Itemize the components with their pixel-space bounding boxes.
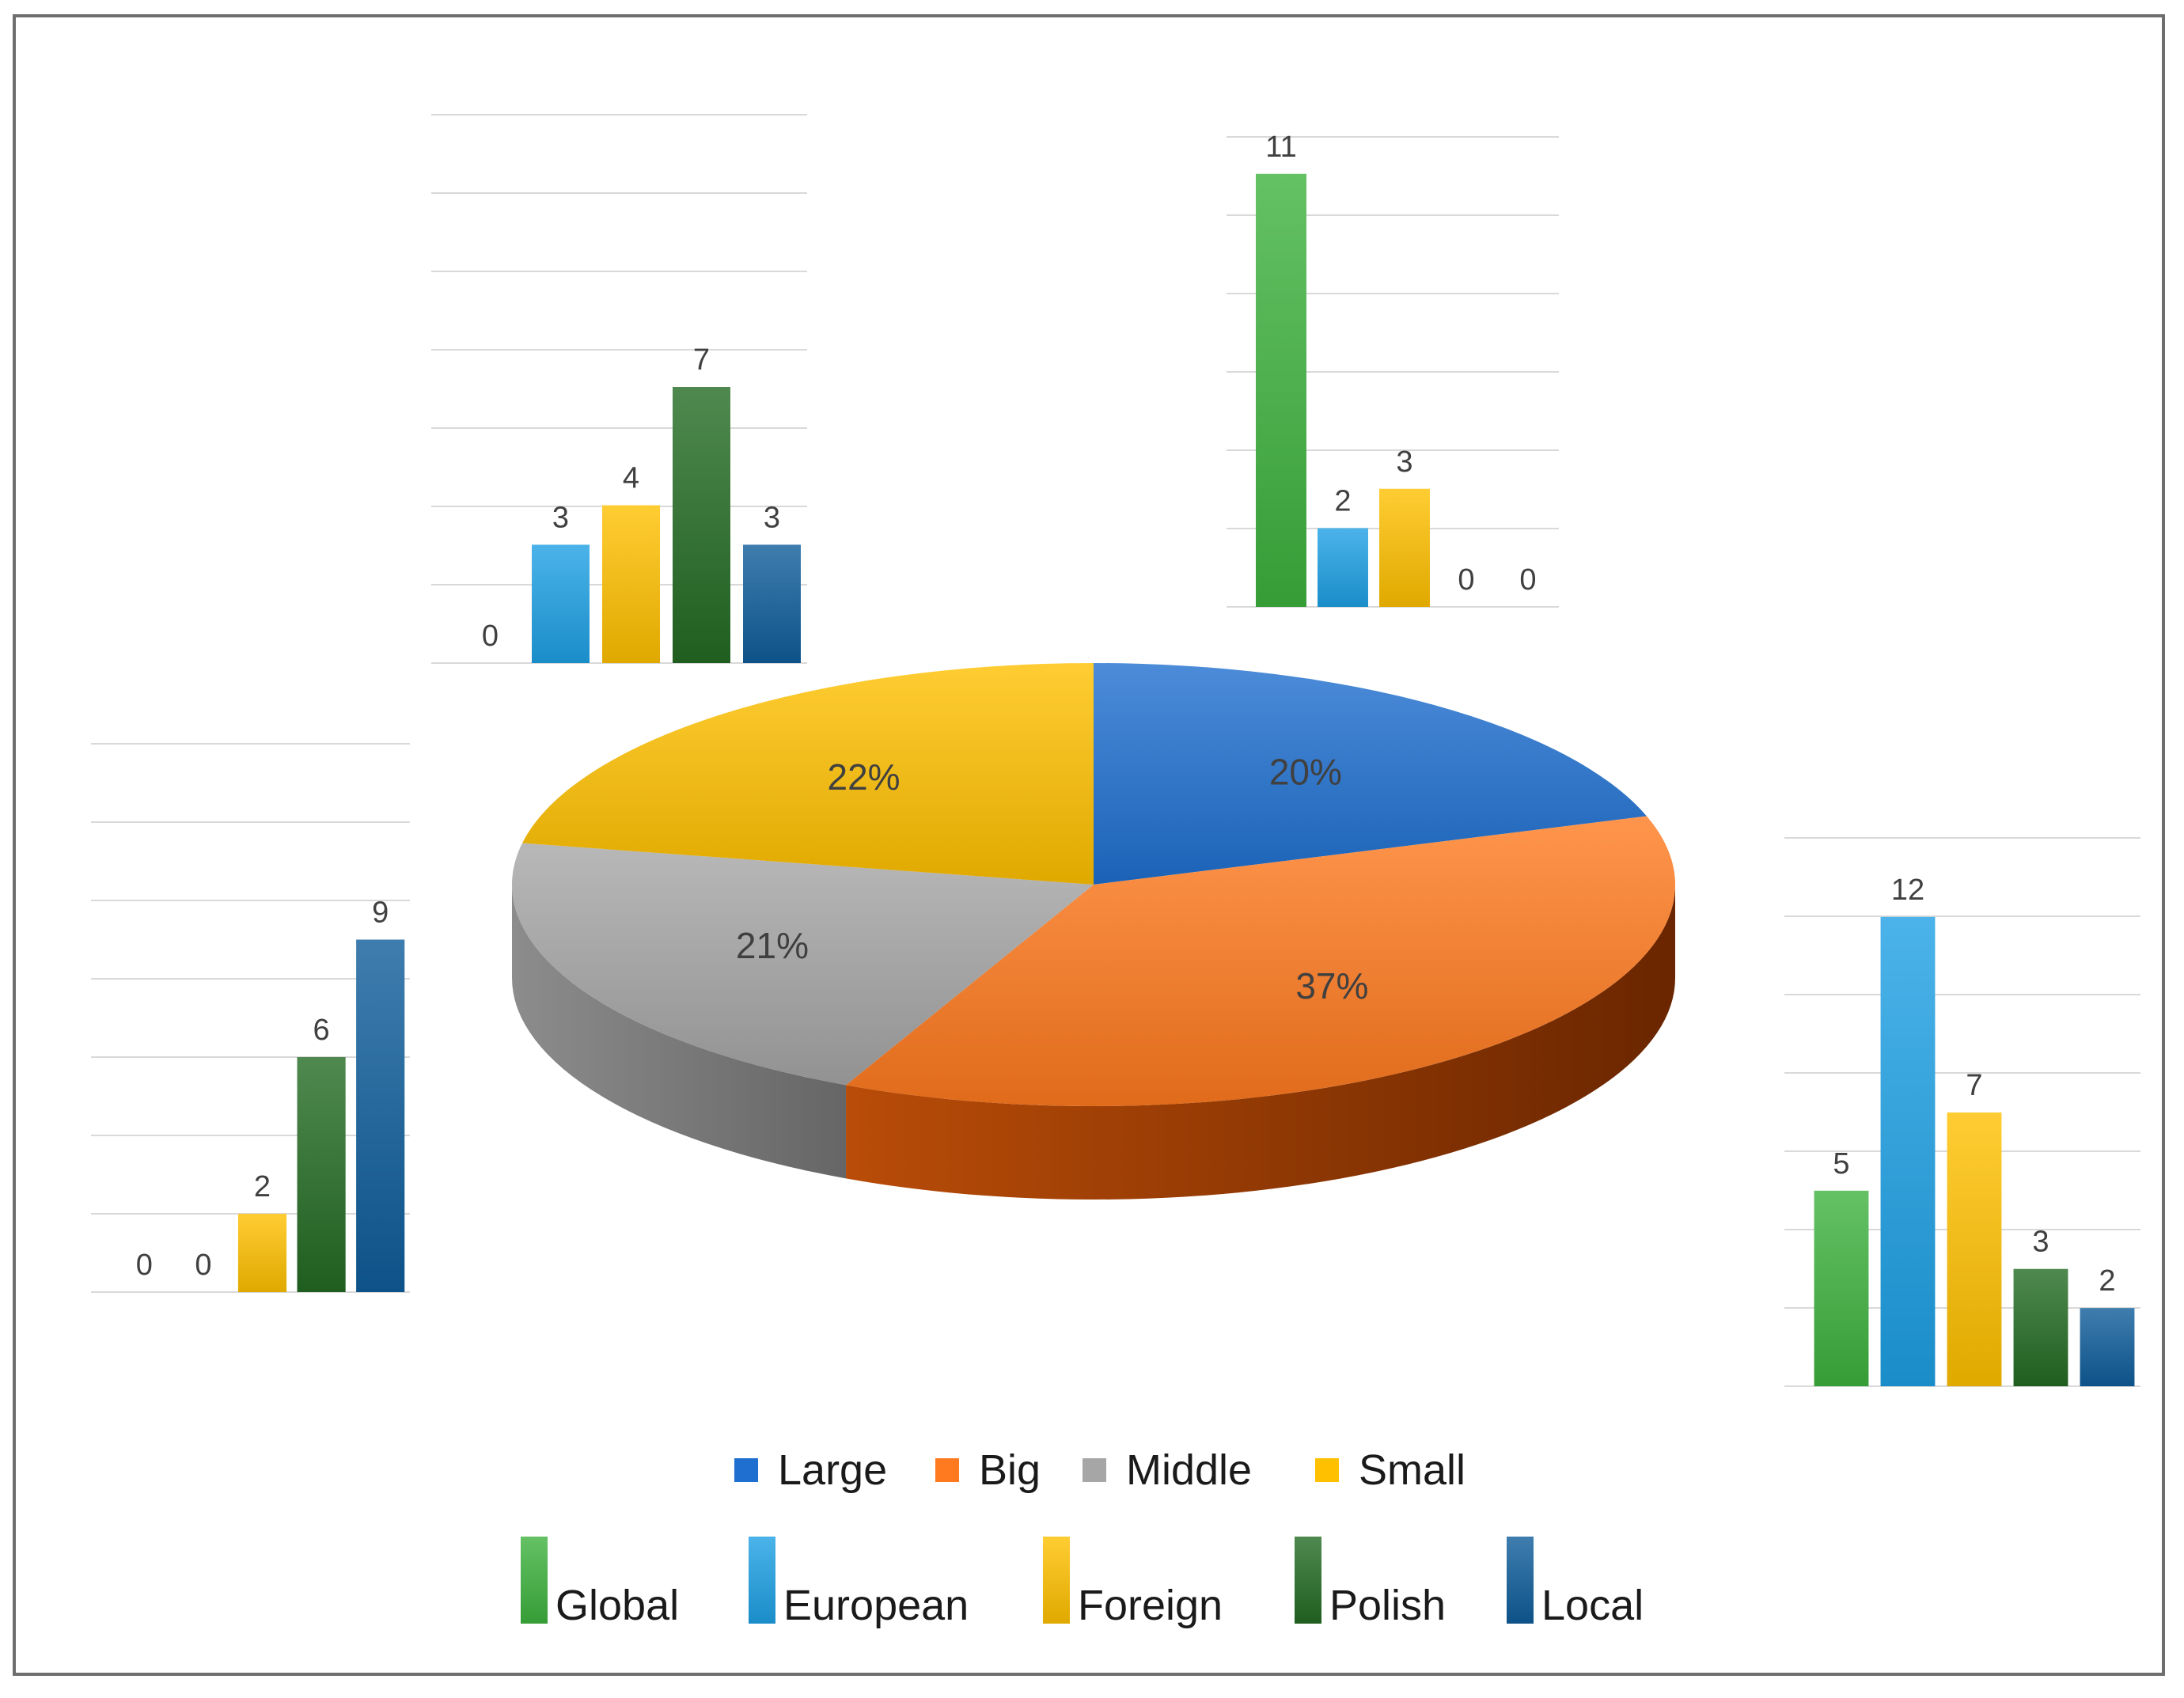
bar-data-label: 7 xyxy=(693,343,710,377)
legend-item-big: Big xyxy=(935,1446,1041,1494)
pie-data-label: 20% xyxy=(1269,752,1342,793)
legend-size: Large Big Middle Small xyxy=(734,1446,1465,1494)
bar-data-label: 2 xyxy=(1334,485,1351,518)
legend-swatch xyxy=(1043,1537,1070,1624)
bar-chart-left: 0 0 2 6 9 xyxy=(91,743,410,1293)
legend-item-european: European xyxy=(749,1537,969,1629)
bar-data-label: 5 xyxy=(1833,1147,1849,1181)
legend-label: European xyxy=(783,1582,969,1629)
pie-chart: 20% 37% 21% 22% xyxy=(512,663,1676,1200)
bar-global xyxy=(1256,173,1306,607)
legend-label: Local xyxy=(1541,1582,1644,1629)
bar-data-label: 0 xyxy=(482,620,499,653)
bar-data-label: 4 xyxy=(623,462,639,495)
legend-item-large: Large xyxy=(734,1446,887,1494)
bar-european xyxy=(532,544,590,663)
legend-swatch xyxy=(1295,1537,1321,1624)
legend-item-polish: Polish xyxy=(1295,1537,1446,1629)
legend-item-small: Small xyxy=(1315,1446,1465,1494)
legend-label: Foreign xyxy=(1078,1582,1223,1629)
pie-data-label: 21% xyxy=(736,925,809,966)
legend-label: Small xyxy=(1359,1446,1465,1494)
bar-chart-top-right: 11 2 3 0 0 xyxy=(1227,131,1559,608)
pie-slice-middle xyxy=(512,843,1094,1086)
pie-side-big xyxy=(846,885,1675,1200)
pie-data-label: 37% xyxy=(1295,965,1368,1006)
bar-polish xyxy=(2013,1268,2068,1386)
legend-label: Large xyxy=(778,1446,887,1494)
pie-slice-small xyxy=(522,663,1094,885)
legend-item-foreign: Foreign xyxy=(1043,1537,1223,1629)
bar-polish xyxy=(673,387,730,663)
legends: Large Big Middle Small Global European Foreign… xyxy=(521,1446,1644,1629)
bar-data-label: 7 xyxy=(1966,1069,1982,1102)
legend-swatch xyxy=(1315,1458,1339,1482)
bar-chart-top-left: 0 3 4 7 3 xyxy=(431,114,807,664)
legend-label: Polish xyxy=(1329,1582,1446,1629)
bar-local xyxy=(356,939,405,1292)
bar-foreign xyxy=(1947,1112,2002,1386)
bar-data-label: 0 xyxy=(1458,563,1474,597)
bar-charts: 0 3 4 7 3 11 2 3 0 0 0 0 2 6 9 5 12 7 3 2 xyxy=(91,114,2140,1387)
bar-foreign xyxy=(237,1214,287,1292)
bar-data-label: 3 xyxy=(764,501,780,534)
bar-data-label: 12 xyxy=(1891,874,1924,907)
bar-data-label: 3 xyxy=(552,501,569,534)
bar-data-label: 6 xyxy=(313,1014,330,1047)
bar-data-label: 0 xyxy=(195,1249,211,1282)
bar-data-label: 11 xyxy=(1265,131,1296,164)
bar-data-label: 3 xyxy=(2032,1226,2049,1259)
legend-item-middle: Middle xyxy=(1083,1446,1252,1494)
bar-data-label: 2 xyxy=(254,1170,271,1203)
legend-item-global: Global xyxy=(521,1537,679,1629)
bar-foreign xyxy=(602,505,660,663)
bar-european xyxy=(1318,528,1368,607)
legend-swatch xyxy=(734,1458,758,1482)
bar-data-label: 9 xyxy=(372,896,389,930)
bar-global xyxy=(1814,1190,1869,1386)
bar-local xyxy=(2080,1308,2135,1386)
legend-swatch xyxy=(749,1537,775,1624)
legend-scope: Global European Foreign Polish Local xyxy=(521,1537,1644,1629)
legend-item-local: Local xyxy=(1507,1537,1644,1629)
legend-label: Global xyxy=(555,1582,679,1629)
bar-european xyxy=(1880,916,1936,1386)
legend-swatch xyxy=(521,1537,548,1624)
bar-polish xyxy=(297,1057,346,1292)
legend-swatch xyxy=(1507,1537,1534,1624)
legend-swatch xyxy=(1083,1458,1106,1482)
legend-label: Big xyxy=(979,1446,1041,1494)
pie-slice-large xyxy=(1094,663,1647,885)
bar-data-label: 2 xyxy=(2099,1264,2115,1298)
legend-label: Middle xyxy=(1126,1446,1252,1494)
bar-local xyxy=(743,544,801,663)
bar-data-label: 3 xyxy=(1396,445,1412,479)
bar-data-label: 0 xyxy=(1519,563,1536,597)
bar-chart-right: 5 12 7 3 2 xyxy=(1784,837,2140,1387)
pie-side-middle xyxy=(512,885,847,1179)
pie-slice-big xyxy=(846,816,1676,1106)
legend-swatch xyxy=(935,1458,959,1482)
bar-foreign xyxy=(1379,488,1430,607)
pie-data-label: 22% xyxy=(827,756,900,798)
bar-data-label: 0 xyxy=(136,1249,153,1282)
